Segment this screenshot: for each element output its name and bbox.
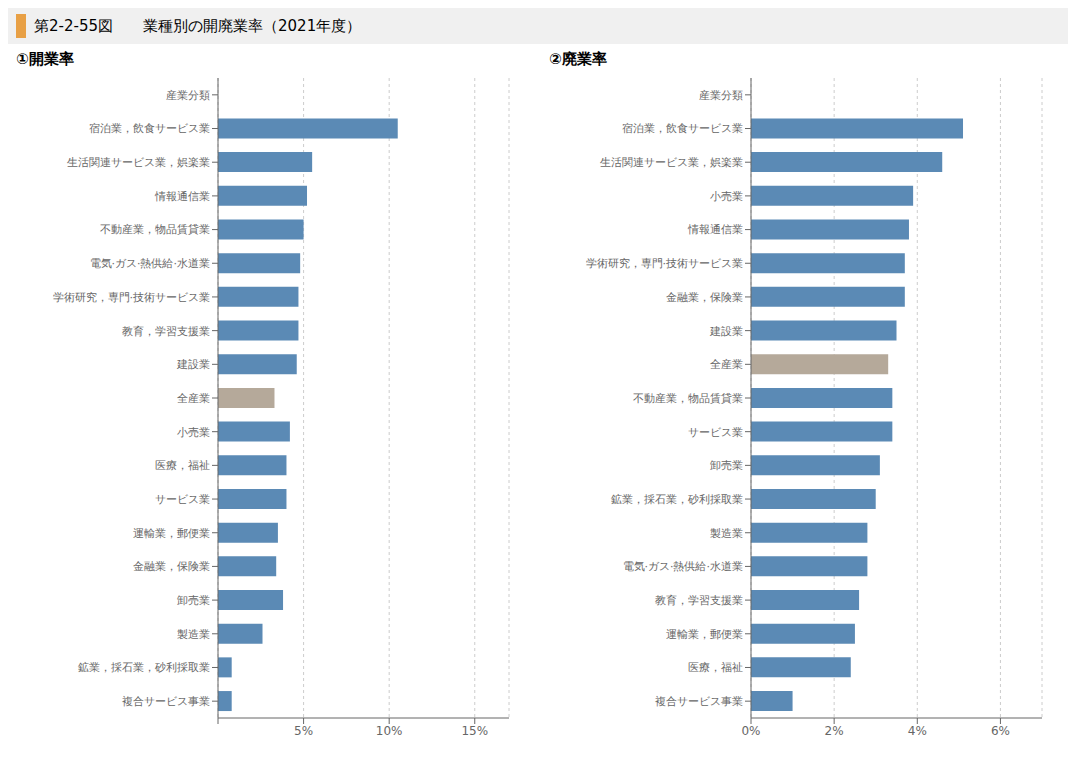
svg-text:宿泊業，飲食サービス業: 宿泊業，飲食サービス業 xyxy=(89,122,210,135)
svg-text:サービス業: サービス業 xyxy=(688,426,743,439)
svg-text:生活関連サービス業，娯楽業: 生活関連サービス業，娯楽業 xyxy=(600,156,743,169)
svg-text:小売業: 小売業 xyxy=(177,426,210,439)
svg-text:10%: 10% xyxy=(376,724,403,738)
svg-text:教育，学習支援業: 教育，学習支援業 xyxy=(655,594,743,607)
svg-text:4%: 4% xyxy=(908,724,927,738)
svg-text:全産業: 全産業 xyxy=(177,392,210,405)
svg-text:小売業: 小売業 xyxy=(710,190,743,203)
svg-text:製造業: 製造業 xyxy=(710,527,743,540)
svg-text:不動産業，物品賃貸業: 不動産業，物品賃貸業 xyxy=(100,223,210,236)
svg-text:産業分類: 産業分類 xyxy=(699,89,743,102)
svg-text:電気·ガス·熱供給·水道業: 電気·ガス·熱供給·水道業 xyxy=(623,560,744,573)
svg-text:建設業: 建設業 xyxy=(709,325,743,338)
svg-text:情報通信業: 情報通信業 xyxy=(154,190,210,203)
svg-text:サービス業: サービス業 xyxy=(155,493,210,506)
svg-text:6%: 6% xyxy=(991,724,1010,738)
svg-text:15%: 15% xyxy=(461,724,488,738)
svg-text:情報通信業: 情報通信業 xyxy=(687,223,743,236)
svg-text:複合サービス事業: 複合サービス事業 xyxy=(122,695,210,708)
svg-text:運輸業，郵便業: 運輸業，郵便業 xyxy=(666,628,743,641)
svg-text:0%: 0% xyxy=(741,724,760,738)
svg-text:電気·ガス·熱供給·水道業: 電気·ガス·熱供給·水道業 xyxy=(90,257,211,270)
html-text:①開業率: ①開業率 xyxy=(16,50,74,68)
svg-text:鉱業，採石業，砂利採取業: 鉱業，採石業，砂利採取業 xyxy=(78,661,210,674)
svg-text:医療，福祉: 医療，福祉 xyxy=(155,459,210,472)
svg-text:複合サービス事業: 複合サービス事業 xyxy=(655,695,743,708)
html-text:第2-2-55図 業種別の開廃業率（2021年度）: 第2-2-55図 業種別の開廃業率（2021年度） xyxy=(34,16,362,35)
svg-text:5%: 5% xyxy=(294,724,313,738)
html-text:②廃業率: ②廃業率 xyxy=(549,50,607,68)
svg-text:医療，福祉: 医療，福祉 xyxy=(688,661,743,674)
svg-text:生活関連サービス業，娯楽業: 生活関連サービス業，娯楽業 xyxy=(67,156,210,169)
svg-text:金融業，保険業: 金融業，保険業 xyxy=(666,291,743,304)
svg-text:製造業: 製造業 xyxy=(177,628,210,641)
svg-text:卸売業: 卸売業 xyxy=(177,594,210,607)
svg-text:学術研究，専門·技術サービス業: 学術研究，専門·技術サービス業 xyxy=(586,257,744,270)
svg-text:全産業: 全産業 xyxy=(710,358,743,371)
svg-text:産業分類: 産業分類 xyxy=(166,89,210,102)
svg-text:2%: 2% xyxy=(825,724,844,738)
svg-text:不動産業，物品賃貸業: 不動産業，物品賃貸業 xyxy=(633,392,743,405)
svg-text:鉱業，採石業，砂利採取業: 鉱業，採石業，砂利採取業 xyxy=(611,493,743,506)
svg-text:学術研究，専門·技術サービス業: 学術研究，専門·技術サービス業 xyxy=(53,291,211,304)
svg-text:運輸業，郵便業: 運輸業，郵便業 xyxy=(133,527,210,540)
svg-text:卸売業: 卸売業 xyxy=(710,459,743,472)
svg-text:建設業: 建設業 xyxy=(176,358,210,371)
svg-text:金融業，保険業: 金融業，保険業 xyxy=(133,560,210,573)
svg-text:教育，学習支援業: 教育，学習支援業 xyxy=(122,325,210,338)
svg-text:宿泊業，飲食サービス業: 宿泊業，飲食サービス業 xyxy=(622,122,743,135)
